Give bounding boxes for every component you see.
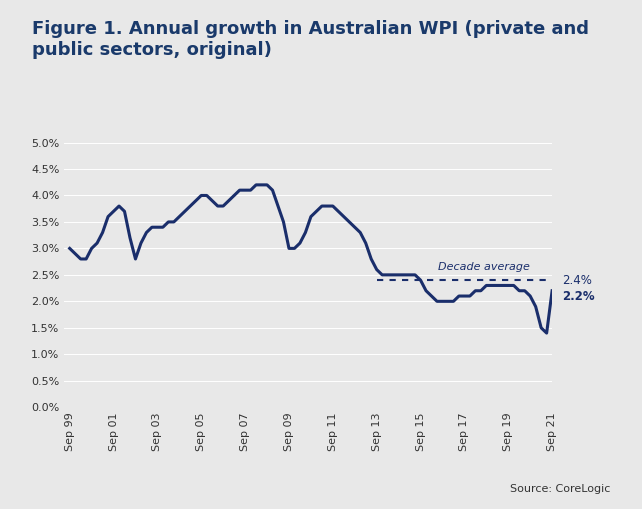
Text: 2.2%: 2.2% xyxy=(562,290,594,302)
Text: Figure 1. Annual growth in Australian WPI (private and
public sectors, original): Figure 1. Annual growth in Australian WP… xyxy=(32,20,589,59)
Text: Decade average: Decade average xyxy=(438,262,530,272)
Text: Source: CoreLogic: Source: CoreLogic xyxy=(510,484,610,494)
Text: 2.4%: 2.4% xyxy=(562,274,592,287)
